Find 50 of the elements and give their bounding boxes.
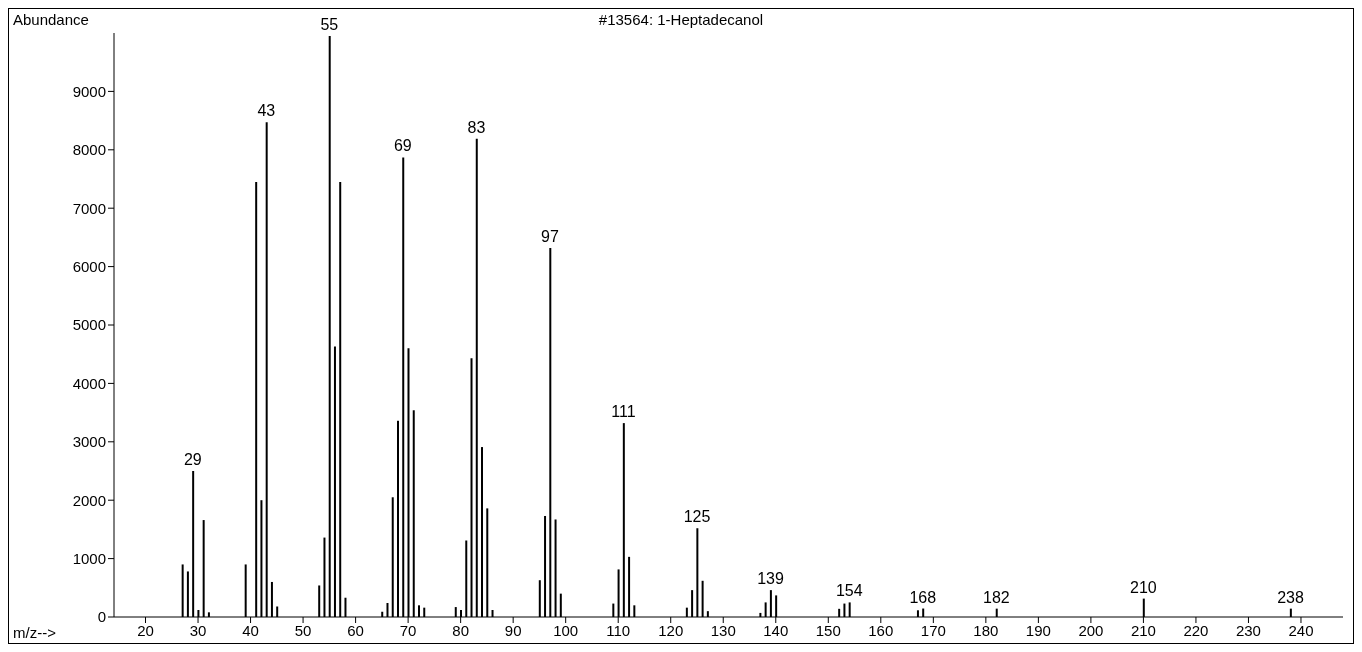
x-tick-label: 100: [553, 621, 579, 639]
y-tick-label: 5000: [72, 316, 106, 334]
x-tick-label: 40: [242, 621, 259, 639]
x-tick-label: 140: [763, 621, 789, 639]
y-tick-label: 7000: [72, 199, 106, 217]
x-tick-label: 110: [606, 621, 631, 639]
annotation: 43: [257, 102, 276, 120]
y-tick-label: 4000: [72, 374, 106, 392]
x-tick-label: 90: [504, 621, 522, 639]
x-tick-label: 20: [137, 621, 154, 639]
x-tick-label: 200: [1078, 621, 1104, 639]
annotation: 182: [983, 588, 1010, 606]
x-tick-label: 170: [920, 621, 946, 639]
annotation: 97: [541, 227, 559, 245]
annotation: 83: [467, 118, 486, 136]
y-tick-label: 6000: [72, 257, 106, 275]
x-tick-label: 240: [1288, 621, 1314, 639]
x-tick-label: 120: [658, 621, 684, 639]
x-tick-label: 50: [294, 621, 312, 639]
chart-title: #13564: 1-Heptadecanol: [598, 11, 764, 28]
y-tick-label: 8000: [72, 141, 106, 159]
annotation: 111: [611, 403, 636, 421]
annotation: 210: [1130, 578, 1157, 596]
x-tick-label: 130: [710, 621, 736, 639]
x-tick-label: 80: [452, 621, 469, 639]
annotation: 168: [909, 588, 937, 606]
annotation: 154: [835, 582, 863, 600]
annotation: 238: [1277, 588, 1304, 606]
annotation: 55: [320, 15, 339, 33]
y-tick-label: 0: [97, 608, 106, 626]
x-tick-label: 220: [1183, 621, 1209, 639]
x-tick-label: 70: [399, 621, 417, 639]
x-tick-label: 150: [815, 621, 841, 639]
annotation: 69: [393, 137, 412, 155]
x-tick-label: 160: [868, 621, 894, 639]
x-tick-label: 190: [1025, 621, 1051, 639]
x-tick-label: 210: [1130, 621, 1156, 639]
annotation: 29: [183, 451, 202, 468]
y-tick-label: 2000: [72, 491, 106, 509]
x-tick-label: 30: [189, 621, 207, 639]
annotation: 139: [757, 570, 784, 588]
y-axis-title: Abundance: [13, 11, 89, 28]
x-axis-title: m/z-->: [13, 624, 56, 641]
x-tick-label: 60: [347, 621, 364, 639]
y-tick-label: 3000: [72, 433, 106, 451]
annotation: 125: [683, 508, 711, 526]
y-tick-label: 1000: [72, 549, 106, 567]
x-tick-label: 180: [973, 621, 999, 639]
y-tick-label: 9000: [72, 82, 106, 100]
x-tick-label: 230: [1235, 621, 1261, 639]
